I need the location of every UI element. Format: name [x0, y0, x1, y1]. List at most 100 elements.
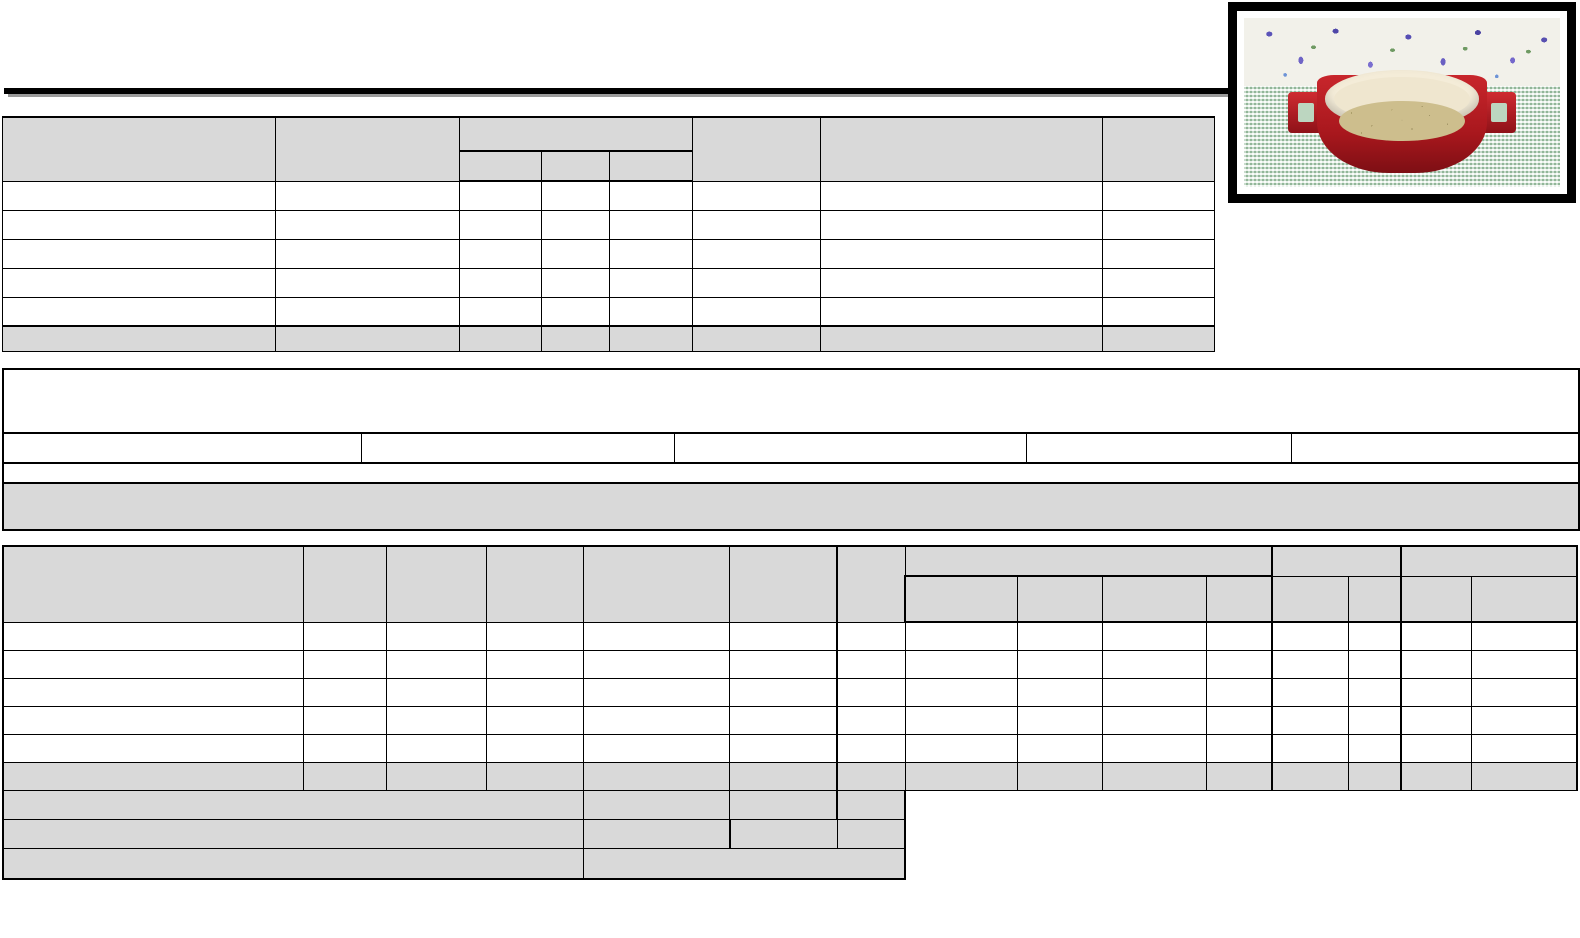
notes-wide-row[interactable]	[1, 368, 1580, 434]
nut-cell-l[interactable]	[1347, 621, 1403, 651]
cell-measure-b[interactable]	[541, 267, 611, 298]
nut-cell-l[interactable]	[1347, 677, 1403, 707]
notes-field-1[interactable]	[2, 432, 362, 464]
nut-cell-e[interactable]	[729, 733, 839, 763]
nut-cell-e[interactable]	[729, 705, 839, 735]
notes-split-row[interactable]	[2, 432, 1580, 464]
nut-cell-k[interactable]	[1271, 649, 1349, 679]
nut-cell-a[interactable]	[302, 677, 387, 707]
nut-cell-item[interactable]	[1, 733, 304, 763]
notes-field-3[interactable]	[673, 432, 1027, 464]
cell-amount[interactable]	[274, 296, 461, 327]
nut-cell-g[interactable]	[904, 705, 1019, 735]
nut-cell-item[interactable]	[1, 677, 304, 707]
nut-cell-f[interactable]	[836, 733, 906, 763]
cell-ingredient[interactable]	[2, 296, 276, 327]
nut-cell-n[interactable]	[1470, 677, 1578, 707]
nut-cell-i[interactable]	[1101, 733, 1208, 763]
nut-cell-i[interactable]	[1101, 705, 1208, 735]
nut-cell-m[interactable]	[1400, 705, 1472, 735]
cell-unit-cost[interactable]	[691, 267, 821, 298]
nut-cell-h[interactable]	[1017, 649, 1103, 679]
nut-cell-c[interactable]	[486, 677, 584, 707]
notes-field[interactable]	[1, 368, 1580, 434]
nut-cell-h[interactable]	[1017, 705, 1103, 735]
nut-cell-m[interactable]	[1400, 733, 1472, 763]
cell-description[interactable]	[819, 238, 1103, 269]
notes-field-2[interactable]	[360, 432, 675, 464]
table-row[interactable]	[1, 649, 1578, 679]
nut-cell-g[interactable]	[904, 677, 1019, 707]
nut-cell-item[interactable]	[1, 649, 304, 679]
cell-unit-cost[interactable]	[691, 209, 821, 240]
cell-description[interactable]	[819, 267, 1103, 298]
table-row[interactable]	[1, 677, 1578, 707]
nut-cell-e[interactable]	[729, 677, 839, 707]
cell-description[interactable]	[819, 296, 1103, 327]
nut-cell-h[interactable]	[1017, 621, 1103, 651]
cell-ingredient[interactable]	[2, 209, 276, 240]
cell-measure-b[interactable]	[541, 180, 611, 211]
table-row[interactable]	[1, 621, 1578, 651]
nut-cell-b[interactable]	[385, 705, 488, 735]
nut-cell-d[interactable]	[582, 733, 731, 763]
cell-unit-cost[interactable]	[691, 296, 821, 327]
nut-cell-j[interactable]	[1206, 733, 1273, 763]
nut-cell-l[interactable]	[1347, 705, 1403, 735]
nut-cell-n[interactable]	[1470, 705, 1578, 735]
nut-cell-c[interactable]	[486, 621, 584, 651]
table-row[interactable]	[2, 296, 1216, 327]
nut-cell-item[interactable]	[1, 705, 304, 735]
cell-measure-a[interactable]	[459, 267, 543, 298]
cell-description[interactable]	[819, 209, 1103, 240]
cell-amount[interactable]	[274, 238, 461, 269]
cell-measure-a[interactable]	[459, 296, 543, 327]
nut-cell-j[interactable]	[1206, 649, 1273, 679]
nut-cell-m[interactable]	[1400, 677, 1472, 707]
nut-cell-e[interactable]	[729, 649, 839, 679]
nut-cell-c[interactable]	[486, 705, 584, 735]
cell-amount[interactable]	[274, 180, 461, 211]
table-row[interactable]	[1, 705, 1578, 735]
table-row[interactable]	[1, 733, 1578, 763]
cell-total[interactable]	[1101, 180, 1216, 211]
nut-cell-m[interactable]	[1400, 649, 1472, 679]
nut-cell-i[interactable]	[1101, 677, 1208, 707]
nut-cell-c[interactable]	[486, 733, 584, 763]
nut-cell-k[interactable]	[1271, 677, 1349, 707]
table-row[interactable]	[2, 267, 1216, 298]
cell-amount[interactable]	[274, 267, 461, 298]
cell-measure-c[interactable]	[609, 209, 693, 240]
notes-field-4[interactable]	[1025, 432, 1292, 464]
nut-cell-g[interactable]	[904, 621, 1019, 651]
nut-cell-b[interactable]	[385, 733, 488, 763]
nut-cell-c[interactable]	[486, 649, 584, 679]
nut-cell-a[interactable]	[302, 621, 387, 651]
nut-cell-g[interactable]	[904, 649, 1019, 679]
nut-cell-j[interactable]	[1206, 621, 1273, 651]
cell-measure-b[interactable]	[541, 238, 611, 269]
cell-measure-a[interactable]	[459, 238, 543, 269]
cell-total[interactable]	[1101, 296, 1216, 327]
nut-cell-b[interactable]	[385, 677, 488, 707]
table-row[interactable]	[2, 238, 1216, 269]
nut-cell-f[interactable]	[836, 649, 906, 679]
nut-cell-item[interactable]	[1, 621, 304, 651]
nut-cell-j[interactable]	[1206, 677, 1273, 707]
nut-cell-a[interactable]	[302, 705, 387, 735]
nut-cell-j[interactable]	[1206, 705, 1273, 735]
nut-cell-k[interactable]	[1271, 621, 1349, 651]
nut-cell-i[interactable]	[1101, 621, 1208, 651]
nut-cell-e[interactable]	[729, 621, 839, 651]
cell-total[interactable]	[1101, 209, 1216, 240]
nut-cell-k[interactable]	[1271, 705, 1349, 735]
notes-field-5[interactable]	[1290, 432, 1580, 464]
nut-cell-h[interactable]	[1017, 677, 1103, 707]
nut-cell-f[interactable]	[836, 621, 906, 651]
cell-measure-c[interactable]	[609, 180, 693, 211]
cell-measure-c[interactable]	[609, 296, 693, 327]
nut-cell-g[interactable]	[904, 733, 1019, 763]
nut-cell-l[interactable]	[1347, 733, 1403, 763]
nut-cell-b[interactable]	[385, 621, 488, 651]
table-row[interactable]	[2, 209, 1216, 240]
